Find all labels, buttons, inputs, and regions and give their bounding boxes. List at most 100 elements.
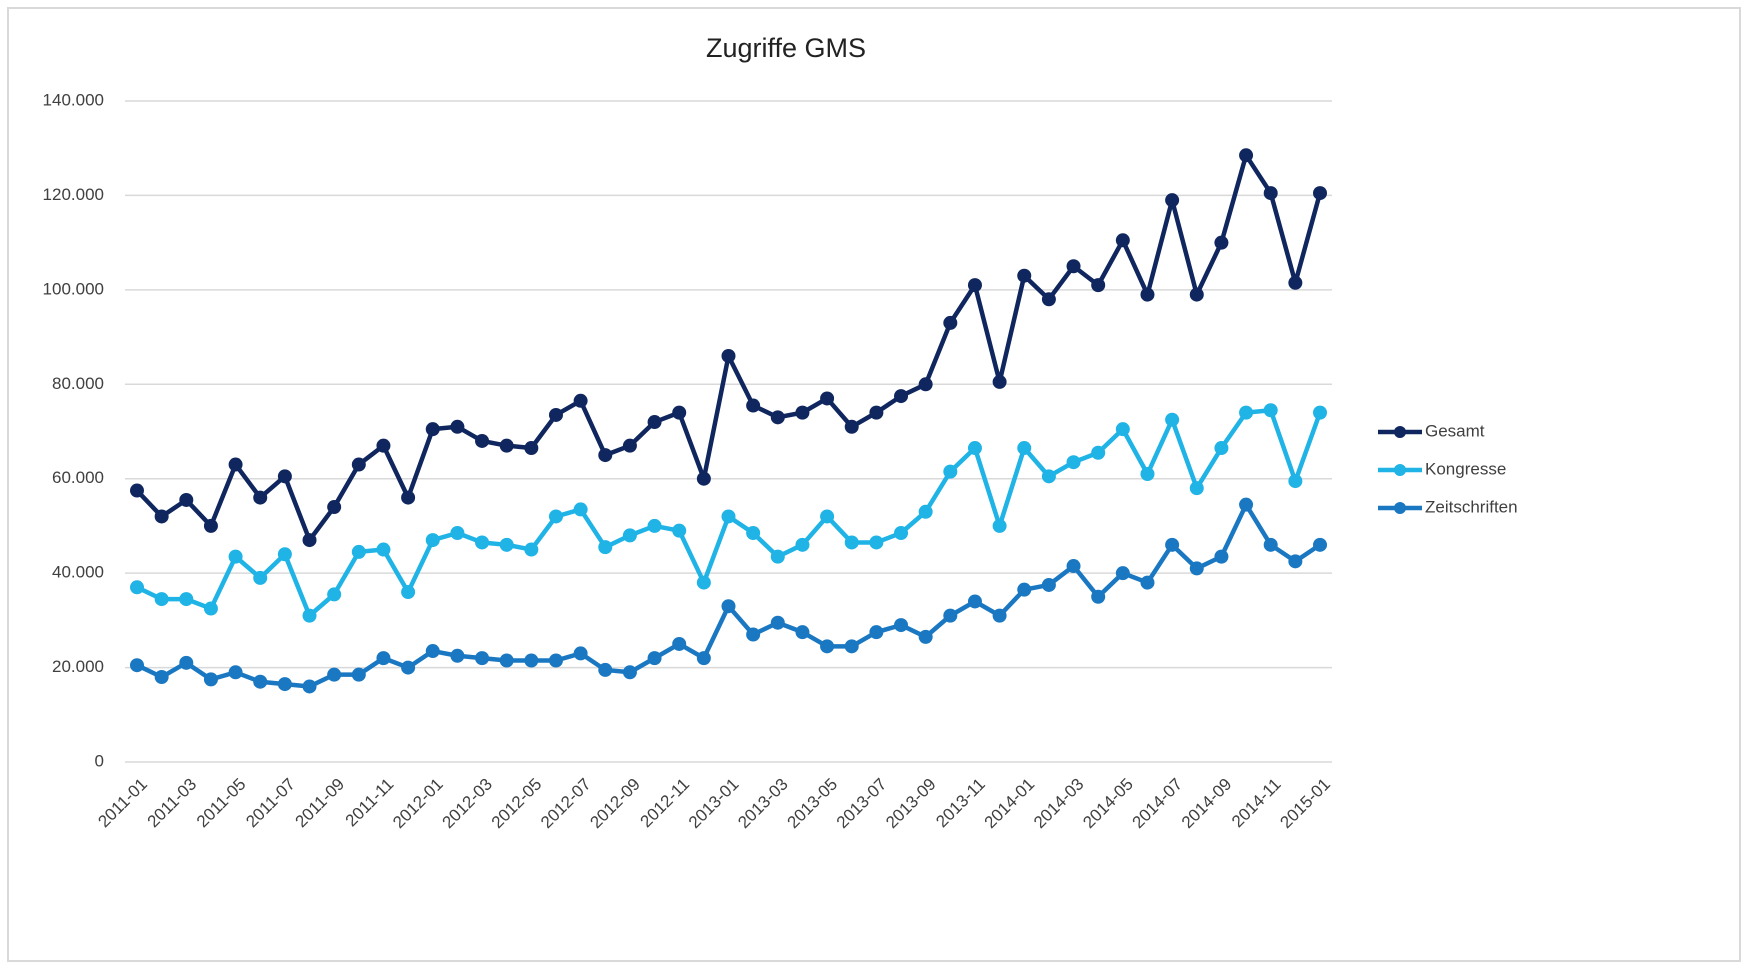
data-point (647, 518, 662, 533)
data-point (1239, 497, 1254, 512)
data-point (967, 594, 982, 609)
data-point (524, 441, 539, 456)
y-tick-label: 100.000 (43, 279, 104, 298)
data-point (351, 544, 366, 559)
data-point (1115, 566, 1130, 581)
data-point (1263, 403, 1278, 418)
data-point (130, 658, 144, 673)
data-point (1313, 537, 1327, 552)
data-point (1091, 445, 1106, 460)
data-point (967, 278, 982, 293)
data-point (869, 405, 884, 420)
data-point (1288, 275, 1303, 290)
data-point (1313, 405, 1327, 420)
data-point (524, 653, 539, 668)
data-point (548, 407, 563, 422)
data-point (696, 471, 711, 486)
data-point (1263, 537, 1278, 552)
data-point (820, 639, 835, 654)
y-tick-label: 120.000 (43, 185, 104, 204)
data-point (1017, 441, 1032, 456)
data-point (548, 509, 563, 524)
y-tick-label: 40.000 (52, 563, 104, 582)
data-point (327, 667, 342, 682)
data-point (869, 535, 884, 550)
data-point (1091, 278, 1106, 293)
data-point (302, 608, 317, 623)
data-point (844, 535, 859, 550)
data-point (499, 653, 514, 668)
data-point (598, 662, 613, 677)
legend-label: Kongresse (1425, 459, 1506, 478)
data-point (992, 374, 1007, 389)
data-point (1288, 554, 1303, 569)
y-tick-label: 0 (95, 751, 104, 770)
data-point (401, 585, 416, 600)
data-point (1091, 589, 1106, 604)
data-point (573, 502, 588, 517)
data-point (1165, 412, 1180, 427)
data-point (943, 464, 958, 479)
data-point (647, 651, 662, 666)
data-point (277, 547, 292, 562)
data-point (746, 627, 761, 642)
chart-title: Zugriffe GMS (706, 33, 866, 63)
data-point (1140, 466, 1155, 481)
data-point (130, 483, 144, 498)
data-point (203, 672, 218, 687)
data-point (844, 639, 859, 654)
data-point (1214, 549, 1229, 564)
legend-marker (1394, 426, 1406, 438)
data-point (130, 580, 144, 595)
data-point (376, 542, 391, 557)
data-point (1041, 292, 1056, 307)
data-point (450, 648, 465, 663)
data-point (1041, 577, 1056, 592)
data-point (1214, 441, 1229, 456)
data-point (647, 415, 662, 430)
data-point (770, 549, 785, 564)
data-point (992, 518, 1007, 533)
data-point (203, 518, 218, 533)
data-point (425, 422, 440, 437)
data-point (1066, 559, 1081, 574)
data-point (1140, 575, 1155, 590)
data-point (376, 438, 391, 453)
data-point (1239, 405, 1254, 420)
data-point (425, 533, 440, 548)
data-point (795, 405, 810, 420)
data-point (253, 490, 268, 505)
data-point (351, 667, 366, 682)
legend-label: Zeitschriften (1425, 497, 1518, 516)
data-point (598, 448, 613, 463)
data-point (746, 526, 761, 541)
data-point (672, 523, 687, 538)
data-point (351, 457, 366, 472)
data-point (179, 492, 194, 507)
data-point (918, 629, 933, 644)
data-point (154, 592, 169, 607)
data-point (1189, 287, 1204, 302)
data-point (672, 405, 687, 420)
data-point (401, 660, 416, 675)
data-point (795, 625, 810, 640)
legend-label: Gesamt (1425, 421, 1485, 440)
data-point (746, 398, 761, 413)
data-point (450, 526, 465, 541)
data-point (228, 665, 243, 680)
data-point (154, 509, 169, 524)
data-point (770, 615, 785, 630)
data-point (1189, 481, 1204, 496)
chart-frame (7, 7, 1741, 962)
data-point (696, 651, 711, 666)
data-point (450, 419, 465, 434)
data-point (672, 636, 687, 651)
y-tick-label: 60.000 (52, 468, 104, 487)
data-point (154, 670, 169, 685)
data-point (327, 500, 342, 515)
data-point (943, 315, 958, 330)
data-point (622, 528, 637, 543)
y-tick-label: 20.000 (52, 657, 104, 676)
data-point (475, 433, 490, 448)
